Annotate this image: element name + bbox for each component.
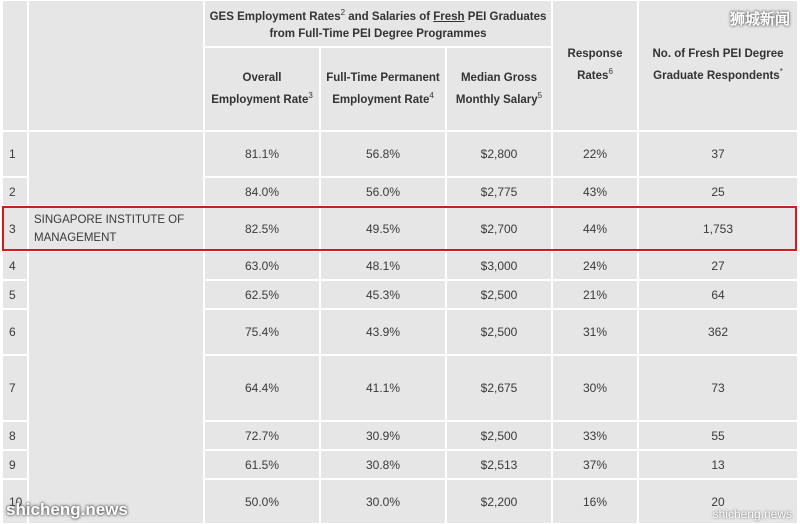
respondents-cell: 362 (638, 309, 798, 355)
overall-sup: 3 (308, 90, 313, 100)
response-rate-cell: 24% (552, 251, 638, 280)
overall-rate-cell: 82.5% (204, 206, 320, 251)
respondents-cell: 55 (638, 421, 798, 450)
header-group-title: GES Employment Rates2 and Salaries of Fr… (204, 0, 552, 47)
group-title-sup: 2 (340, 8, 346, 18)
fulltime-rate-cell: 49.5% (320, 206, 446, 251)
respondents-cell: 1,753 (638, 206, 798, 251)
overall-rate-cell: 61.5% (204, 450, 320, 479)
salary-cell: $2,200 (446, 479, 552, 524)
response-rate-cell: 33% (552, 421, 638, 450)
header-blank-name (28, 0, 204, 131)
salary-cell: $2,700 (446, 206, 552, 251)
response-label: Response Rates (567, 48, 623, 82)
response-rate-cell: 37% (552, 450, 638, 479)
header-overall-rate: Overall Employment Rate3 (204, 47, 320, 131)
rank-cell: 3 (2, 206, 28, 251)
respondents-cell: 20 (638, 479, 798, 524)
header-response-rates: Response Rates6 (552, 0, 638, 131)
header-median-salary: Median Gross Monthly Salary5 (446, 47, 552, 131)
salary-cell: $3,000 (446, 251, 552, 280)
rank-cell: 7 (2, 355, 28, 421)
rank-cell: 6 (2, 309, 28, 355)
name-cell (28, 251, 204, 524)
salary-cell: $2,513 (446, 450, 552, 479)
salary-cell: $2,500 (446, 421, 552, 450)
overall-label: Overall Employment Rate (211, 71, 309, 106)
response-rate-cell: 21% (552, 280, 638, 309)
response-rate-cell: 43% (552, 177, 638, 206)
fulltime-rate-cell: 45.3% (320, 280, 446, 309)
watermark-site-right: shicheng.news (712, 507, 792, 521)
overall-rate-cell: 81.1% (204, 131, 320, 177)
respondents-cell: 27 (638, 251, 798, 280)
respondents-label: No. of Fresh PEI Degree Graduate Respond… (652, 48, 784, 82)
salary-cell: $2,675 (446, 355, 552, 421)
fulltime-rate-cell: 41.1% (320, 355, 446, 421)
group-title-pre: GES Employment Rates (209, 10, 341, 23)
respondents-cell: 37 (638, 131, 798, 177)
overall-rate-cell: 62.5% (204, 280, 320, 309)
fulltime-rate-cell: 48.1% (320, 251, 446, 280)
rank-cell: 8 (2, 421, 28, 450)
rank-cell: 2 (2, 177, 28, 206)
response-rate-cell: 22% (552, 131, 638, 177)
salary-cell: $2,775 (446, 177, 552, 206)
fulltime-rate-cell: 56.0% (320, 177, 446, 206)
salary-cell: $2,500 (446, 309, 552, 355)
respondents-cell: 73 (638, 355, 798, 421)
salary-cell: $2,500 (446, 280, 552, 309)
rank-cell: 1 (2, 131, 28, 177)
respondents-cell: 13 (638, 450, 798, 479)
fulltime-rate-cell: 43.9% (320, 309, 446, 355)
salary-cell: $2,800 (446, 131, 552, 177)
overall-rate-cell: 63.0% (204, 251, 320, 280)
overall-rate-cell: 84.0% (204, 177, 320, 206)
respondents-sup: * (779, 67, 783, 77)
respondents-cell: 64 (638, 280, 798, 309)
fulltime-rate-cell: 56.8% (320, 131, 446, 177)
header-fulltime-rate: Full-Time Permanent Employment Rate4 (320, 47, 446, 131)
watermark-site-left: shicheng.news (6, 500, 128, 519)
rank-cell: 9 (2, 450, 28, 479)
watermark-brand: 狮城新闻 (729, 11, 790, 28)
response-rate-cell: 31% (552, 309, 638, 355)
response-sup: 6 (608, 67, 613, 77)
highlight-box (2, 206, 797, 251)
fulltime-rate-cell: 30.8% (320, 450, 446, 479)
group-title-mid: and Salaries of (345, 10, 434, 23)
fulltime-rate-cell: 30.9% (320, 421, 446, 450)
overall-rate-cell: 75.4% (204, 309, 320, 355)
response-rate-cell: 16% (552, 479, 638, 524)
header-respondents: No. of Fresh PEI Degree Graduate Respond… (638, 0, 798, 131)
salary-sup: 5 (537, 90, 543, 100)
rank-cell: 5 (2, 280, 28, 309)
fulltime-sup: 4 (429, 90, 434, 100)
salary-label: Median Gross Monthly Salary (455, 71, 538, 106)
overall-rate-cell: 50.0% (204, 479, 320, 524)
overall-rate-cell: 72.7% (204, 421, 320, 450)
overall-rate-cell: 64.4% (204, 355, 320, 421)
response-rate-cell: 30% (552, 355, 638, 421)
fulltime-rate-cell: 30.0% (320, 479, 446, 524)
group-title-post: PEI Graduates from Full-Time PEI Degree … (269, 10, 547, 40)
respondents-cell: 25 (638, 177, 798, 206)
fulltime-label: Full-Time Permanent Employment Rate (326, 71, 440, 106)
group-title-fresh: Fresh (433, 10, 465, 23)
header-blank-rank (2, 0, 28, 131)
rank-cell: 4 (2, 251, 28, 280)
name-cell (28, 131, 204, 206)
